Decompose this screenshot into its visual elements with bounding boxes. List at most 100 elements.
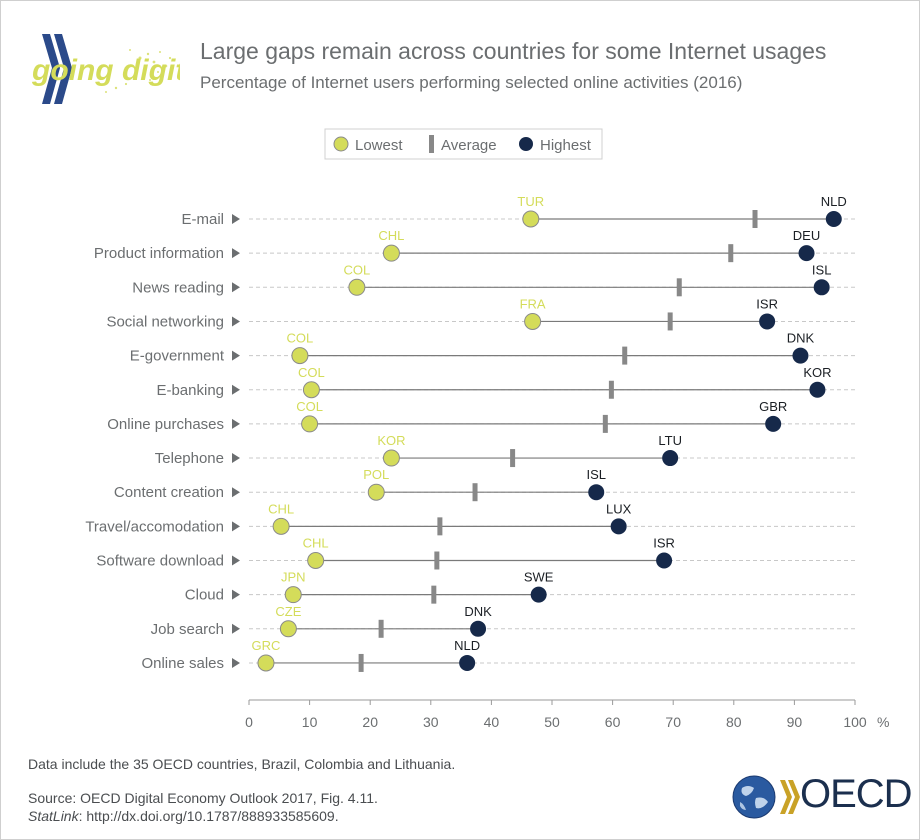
average-marker [608,380,614,399]
x-tick-label-30: 30 [423,714,439,730]
x-axis-unit: % [877,714,889,730]
highest-country-label: GBR [759,399,787,414]
highest-marker [759,313,776,330]
row-software-download: Software download CHL ISR [96,536,855,570]
legend-highest-marker [519,137,533,151]
category-label: E-government [130,348,225,365]
highest-country-label: NLD [821,194,847,209]
lowest-country-label: CHL [268,501,294,516]
row-arrow-icon [232,316,240,327]
average-marker [602,414,608,433]
highest-country-label: LTU [658,433,682,448]
lowest-country-label: KOR [377,433,405,448]
row-arrow-icon [232,589,240,600]
category-label: Online sales [141,655,224,672]
chart-subtitle: Percentage of Internet users performing … [200,73,743,92]
lowest-country-label: JPN [281,570,306,585]
highest-marker [610,518,627,535]
average-marker [378,619,384,638]
chart-title: Large gaps remain across countries for s… [200,38,827,64]
highest-marker [765,415,782,432]
x-tick-label-100: 100 [843,714,867,730]
lowest-marker [279,620,297,638]
lowest-marker [382,244,400,262]
lowest-marker [382,449,400,467]
average-marker [622,346,628,365]
row-arrow-icon [232,487,240,498]
x-tick-label-70: 70 [665,714,681,730]
row-cloud: Cloud JPN SWE [185,570,855,604]
row-job-search: Job search CZE DNK [151,604,855,638]
average-marker [510,449,516,468]
highest-marker [530,586,547,603]
row-social-networking: Social networking FRA ISR [106,296,855,331]
coverage-note: Data include the 35 OECD countries, Braz… [28,756,456,772]
legend: Lowest Average Highest [324,128,603,160]
average-marker [676,278,682,297]
oecd-logo [732,775,800,819]
lowest-marker [284,586,302,604]
legend-lowest-marker [333,136,349,152]
row-arrow-icon [232,555,240,566]
category-label: Content creation [114,484,224,501]
lowest-country-label: COL [287,331,314,346]
statlink-label: StatLink [28,808,79,824]
highest-marker [470,620,487,637]
lowest-country-label: FRA [520,296,546,311]
x-tick-label-80: 80 [726,714,742,730]
lowest-country-label: CHL [378,228,404,243]
x-tick-label-0: 0 [245,714,253,730]
highest-marker [825,211,842,227]
category-label: Software download [96,553,224,570]
lowest-country-label: CZE [275,604,301,619]
lowest-marker [272,517,290,535]
category-label: E-banking [156,382,224,399]
highest-country-label: DNK [464,604,492,619]
category-label: Online purchases [107,416,224,433]
statlink-url[interactable]: : http://dx.doi.org/10.1787/888933585609… [78,808,339,824]
row-arrow-icon [232,521,240,532]
highest-marker [662,450,679,467]
average-marker [437,517,443,536]
average-marker [728,244,734,263]
legend-lowest-label: Lowest [355,137,403,154]
highest-country-label: SWE [524,570,554,585]
lowest-country-label: GRC [252,638,281,653]
row-arrow-icon [232,214,240,224]
row-arrow-icon [232,453,240,464]
highest-marker [656,552,673,569]
x-tick-label-60: 60 [605,714,621,730]
globe-icon [732,775,776,819]
x-tick-label-20: 20 [362,714,378,730]
lowest-marker [522,210,540,228]
row-arrow-icon [232,418,240,429]
row-arrow-icon [232,282,240,293]
oecd-brand: OECD [800,772,913,816]
lowest-marker [367,483,385,501]
row-online-sales: Online sales GRC NLD [141,638,855,672]
source-note: Source: OECD Digital Economy Outlook 201… [28,790,378,806]
category-label: Social networking [106,313,224,330]
logo-chevrons-icon [42,34,72,104]
row-telephone: Telephone KOR LTU [155,433,855,468]
highest-country-label: ISL [586,467,606,482]
row-e-banking: E-banking COL KOR [156,365,855,399]
category-label: Travel/accomodation [85,518,224,535]
lowest-country-label: POL [363,467,389,482]
legend-box [324,128,603,160]
highest-marker [813,279,830,296]
x-axis: 0 10 20 30 40 50 60 70 80 90 100% [245,699,889,730]
category-label: News reading [132,279,224,296]
x-tick-label-40: 40 [484,714,500,730]
x-tick-label-50: 50 [544,714,560,730]
highest-marker [459,654,476,671]
category-label: Cloud [185,587,224,604]
highest-marker [588,484,605,501]
row-product-information: Product information CHL DEU [94,228,855,263]
statlink-note[interactable]: StatLink: http://dx.doi.org/10.1787/8889… [28,808,339,824]
category-label: Job search [151,621,224,638]
highest-marker [798,245,815,262]
row-e-government: E-government COL DNK [130,331,855,365]
lowest-marker [302,381,320,399]
legend-highest-label: Highest [540,137,592,154]
